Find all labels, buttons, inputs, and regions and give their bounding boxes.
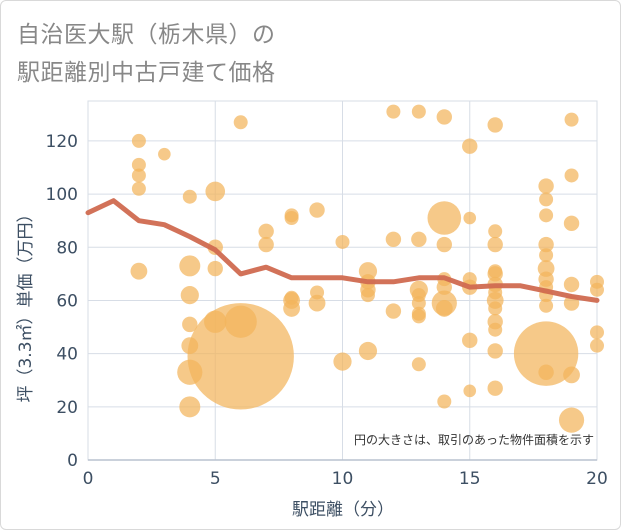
size-annotation: 円の大きさは、取引のあった物件面積を示す (354, 432, 594, 447)
data-point (462, 272, 477, 287)
y-tick-label: 80 (56, 238, 78, 258)
data-point (179, 255, 201, 277)
data-point (333, 352, 352, 371)
chart-title-line-1: 自治医大駅（栃木県）の (17, 22, 276, 48)
trend-line (85, 198, 600, 303)
data-point (411, 357, 426, 372)
y-tick-label: 40 (56, 345, 78, 365)
data-point (131, 181, 146, 196)
data-point (437, 394, 452, 409)
data-point (411, 104, 426, 119)
data-point (564, 168, 579, 183)
data-point (385, 303, 402, 319)
data-point (564, 112, 579, 127)
data-point (205, 181, 226, 202)
y-tick-label: 120 (46, 132, 78, 152)
data-point (563, 276, 580, 293)
data-point (258, 236, 274, 253)
data-point (177, 359, 203, 385)
data-point (385, 231, 402, 247)
x-tick-label: 5 (210, 469, 221, 489)
data-point (488, 322, 503, 337)
data-point (487, 117, 503, 133)
data-point (462, 138, 478, 154)
data-point (131, 157, 146, 172)
data-point (131, 133, 146, 148)
data-point (182, 316, 198, 333)
data-point (539, 248, 554, 263)
data-point (308, 294, 326, 312)
data-point (436, 109, 452, 125)
data-point (310, 285, 325, 300)
y-tick-label: 20 (56, 398, 78, 418)
data-point (284, 290, 299, 305)
data-point (386, 104, 401, 119)
data-point (463, 384, 477, 398)
data-point (427, 201, 462, 235)
data-point (158, 147, 171, 161)
data-point (258, 223, 274, 240)
data-point (487, 343, 503, 359)
data-point (462, 332, 478, 349)
data-point (590, 325, 604, 340)
data-point (131, 168, 146, 183)
axes: 0 5 10 15 20 0 20 40 60 80 100 120 (46, 132, 608, 489)
y-tick-label: 60 (56, 291, 78, 311)
data-point (358, 341, 378, 361)
data-point (539, 208, 554, 223)
y-tick-label: 0 (67, 451, 78, 471)
data-point (436, 236, 452, 253)
data-point (435, 300, 453, 317)
data-point (538, 364, 554, 380)
data-point (487, 236, 503, 253)
data-point (538, 178, 554, 194)
data-point (539, 192, 554, 207)
data-point (487, 380, 503, 396)
data-point (224, 305, 257, 338)
data-point (360, 288, 375, 303)
data-point (590, 282, 604, 297)
data-point (538, 236, 554, 253)
data-point (284, 211, 299, 226)
data-point (463, 211, 477, 225)
data-point (539, 298, 554, 313)
data-point (513, 321, 579, 386)
data-point (180, 286, 199, 305)
data-point (590, 338, 604, 353)
data-point (411, 231, 427, 247)
data-point (204, 310, 227, 333)
y-tick-label: 100 (46, 185, 78, 205)
data-point (335, 234, 350, 249)
data-point (207, 260, 223, 277)
data-point (411, 309, 426, 324)
trend-series (85, 198, 600, 303)
data-point (488, 264, 503, 279)
data-point (283, 300, 300, 317)
x-tick-label: 0 (83, 469, 94, 489)
data-point (488, 301, 503, 316)
data-point (309, 202, 325, 218)
data-point (181, 337, 199, 355)
y-axis-label: 坪（3.3㎡）単価（万円） (16, 205, 36, 402)
data-point (411, 296, 426, 311)
data-point (488, 285, 503, 300)
x-tick-label: 15 (459, 469, 481, 489)
x-tick-label: 20 (586, 469, 608, 489)
data-point (233, 115, 248, 130)
chart-title-line-2: 駅距離別中古戸建て価格 (17, 60, 276, 86)
data-point (488, 224, 503, 239)
data-point (130, 262, 148, 280)
data-point (182, 189, 197, 204)
bubble-series (130, 104, 604, 433)
data-point (179, 396, 201, 418)
x-axis-label: 駅距離（分） (292, 500, 394, 520)
data-point (563, 215, 580, 232)
data-point (563, 366, 580, 384)
x-tick-label: 10 (332, 469, 354, 489)
data-point (558, 407, 585, 433)
